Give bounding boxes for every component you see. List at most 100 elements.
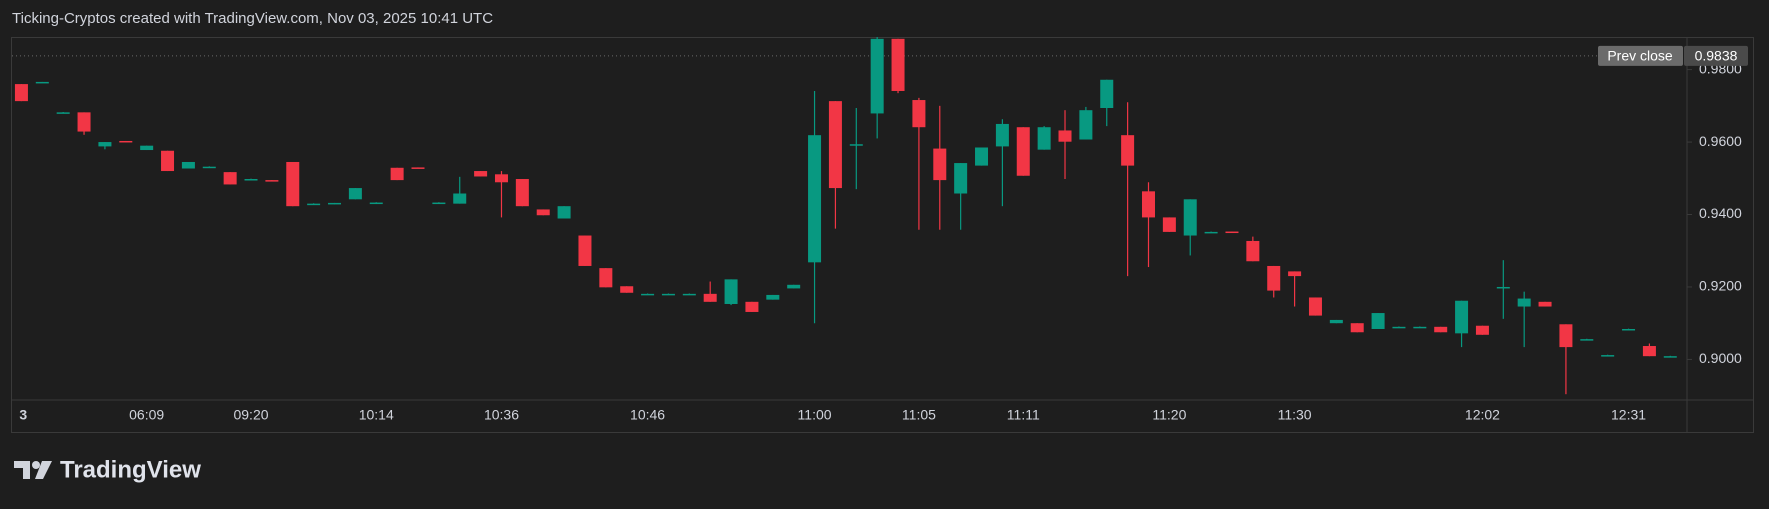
x-tick-label: 11:30 [1278,407,1312,423]
candle [1183,199,1197,256]
candle [954,163,968,230]
candle-body [724,279,738,304]
candle-body [119,140,133,143]
candle-body [1642,346,1656,357]
candle-body [453,193,467,204]
candle-body [1162,217,1176,232]
prev-close-value-box [1684,45,1748,66]
candle [1580,338,1594,341]
candle [140,145,154,151]
candle-body [599,268,613,288]
candle [390,167,404,181]
candle-body [1308,297,1322,316]
candle-body [1016,127,1030,176]
candle [494,171,508,218]
x-tick-label: 06:09 [129,407,164,423]
candle [1434,326,1448,333]
candle-body [1121,135,1135,166]
candle-body [1100,79,1114,109]
candle-body [1371,313,1385,329]
candle-body [933,148,947,181]
candle-body [98,142,112,147]
candle [1288,271,1302,307]
candle [1329,319,1343,324]
candle [1601,354,1615,357]
candle [1496,260,1510,319]
candle [1475,325,1489,335]
candle-body [1663,356,1677,358]
candle [1037,126,1051,150]
candle [557,206,571,219]
candle [891,38,905,94]
candle-body [1517,298,1531,307]
candle-body [474,171,488,177]
candle [515,179,529,207]
candle-body [1538,301,1552,307]
candle [933,105,947,230]
x-tick-label: 12:31 [1611,407,1646,423]
candle [77,112,91,135]
logo-shape [35,461,52,479]
x-tick-label: 3 [19,407,27,423]
candle [161,150,175,172]
candle [56,111,70,114]
candle [1538,301,1552,307]
candle [1455,300,1469,348]
x-tick-label: 11:00 [798,407,832,423]
candle-body [265,180,279,182]
candle-body [1183,199,1197,236]
candle [703,281,717,302]
y-tick-label: 0.9000 [1699,350,1742,366]
candle [724,279,738,306]
candle-body [1288,271,1302,277]
candle-body [202,166,216,169]
candle-body [14,84,28,102]
candle-body [161,150,175,172]
x-tick-label: 10:14 [359,407,394,423]
candle [1204,231,1218,234]
candle [411,167,425,169]
candle [661,293,675,296]
candle [348,188,362,200]
candle-body [620,286,634,293]
candle-body [578,235,592,266]
candle-body [515,179,529,207]
prev-close-label: Prev close [1607,48,1673,64]
y-tick-label: 0.9600 [1699,133,1742,149]
candle [578,235,592,266]
candle-body [808,135,822,263]
candle-body [1225,231,1239,234]
candle-body [411,167,425,169]
candle [682,293,696,296]
candle-body [995,123,1009,147]
candle-body [1204,231,1218,234]
candle [265,180,279,182]
candle-body [1141,191,1155,218]
chart-frame [11,37,1754,433]
candle [1517,291,1531,348]
y-tick-label: 0.9400 [1699,205,1742,221]
candle [328,202,342,205]
candle-body [766,294,780,300]
candle [787,284,801,289]
candle [1162,217,1176,232]
candle-body [1622,328,1636,331]
candle-body [390,167,404,181]
candle-body [787,284,801,289]
candle-body [181,161,195,169]
candle-body [828,101,842,189]
x-tick-label: 11:05 [902,407,936,423]
x-tick-label: 11:20 [1152,407,1186,423]
candle-body [494,174,508,183]
candle [1100,79,1114,127]
candle [1121,102,1135,277]
x-tick-label: 11:11 [1007,407,1040,423]
candle-body [1455,300,1469,334]
candle [14,84,28,102]
logo-shape [14,461,30,479]
candle-body [348,188,362,200]
candle [1663,355,1677,358]
candle [1392,326,1406,329]
